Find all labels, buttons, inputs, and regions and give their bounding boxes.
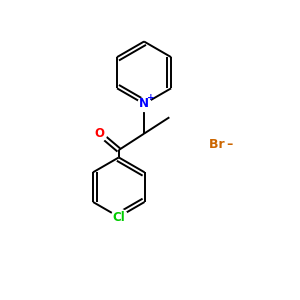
Text: N: N	[139, 98, 149, 110]
Text: Cl: Cl	[112, 211, 125, 224]
Text: +: +	[147, 93, 154, 102]
Text: Br –: Br –	[209, 138, 233, 151]
Text: O: O	[94, 127, 104, 140]
